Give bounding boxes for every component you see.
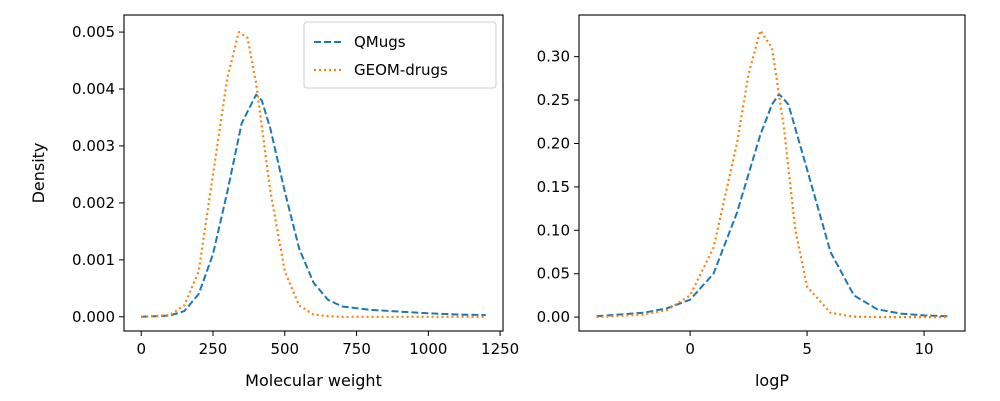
- y-tick-label: 0.20: [537, 134, 570, 152]
- y-tick-label: 0.30: [537, 48, 570, 66]
- legend-label-qmugs: QMugs: [354, 33, 406, 51]
- y-tick-label: 0.15: [537, 178, 570, 196]
- y-tick-label: 0.25: [537, 91, 570, 109]
- logp-panel: 0 5 10 0.00 0.05 0.10 0.15 0.20 0.25 0.30 logP: [537, 14, 966, 390]
- plot-frame: [578, 14, 966, 332]
- y-ticks: 0.00 0.05 0.10 0.15 0.20 0.25 0.30: [537, 48, 579, 326]
- x-ticks: 0 250 500 750 1000 1250: [136, 331, 519, 358]
- y-tick-label: 0.10: [537, 221, 570, 239]
- x-tick-label: 0: [136, 340, 146, 358]
- x-tick-label: 750: [342, 340, 371, 358]
- legend: QMugs GEOM-drugs: [303, 21, 497, 89]
- y-tick-label: 0.003: [72, 137, 115, 155]
- x-tick-label: 1000: [409, 340, 447, 358]
- x-tick-label: 10: [915, 340, 934, 358]
- legend-label-geom-drugs: GEOM-drugs: [354, 61, 448, 79]
- y-tick-label: 0.05: [537, 265, 570, 283]
- series-lines: [596, 29, 948, 319]
- x-tick-label: 250: [199, 340, 228, 358]
- x-tick-label: 500: [270, 340, 299, 358]
- series-lines: [141, 30, 486, 318]
- y-tick-label: 0.001: [72, 251, 115, 269]
- y-tick-label: 0.000: [72, 308, 115, 326]
- x-ticks: 0 5 10: [685, 331, 934, 358]
- series-line-qmugs: [141, 93, 486, 318]
- x-tick-label: 1250: [481, 340, 519, 358]
- y-ticks: 0.000 0.001 0.002 0.003 0.004 0.005: [72, 23, 124, 326]
- x-tick-label: 5: [802, 340, 812, 358]
- plot-frame: [123, 14, 504, 332]
- y-axis-label: Density: [29, 143, 48, 204]
- molecular-weight-panel: 0 250 500 750 1000 1250 0.0000.0010.0020.0030…: [29, 14, 519, 390]
- series-line-geom-drugs: [141, 30, 486, 318]
- x-tick-label: 0: [685, 340, 695, 358]
- y-tick-label: 0.005: [72, 23, 115, 41]
- y-tick-label: 0.004: [72, 80, 115, 98]
- x-axis-label: Molecular weight: [245, 371, 382, 390]
- y-tick-label: 0.00: [537, 308, 570, 326]
- legend-frame: [303, 21, 497, 89]
- y-tick-label: 0.002: [72, 194, 115, 212]
- x-axis-label: logP: [755, 371, 789, 390]
